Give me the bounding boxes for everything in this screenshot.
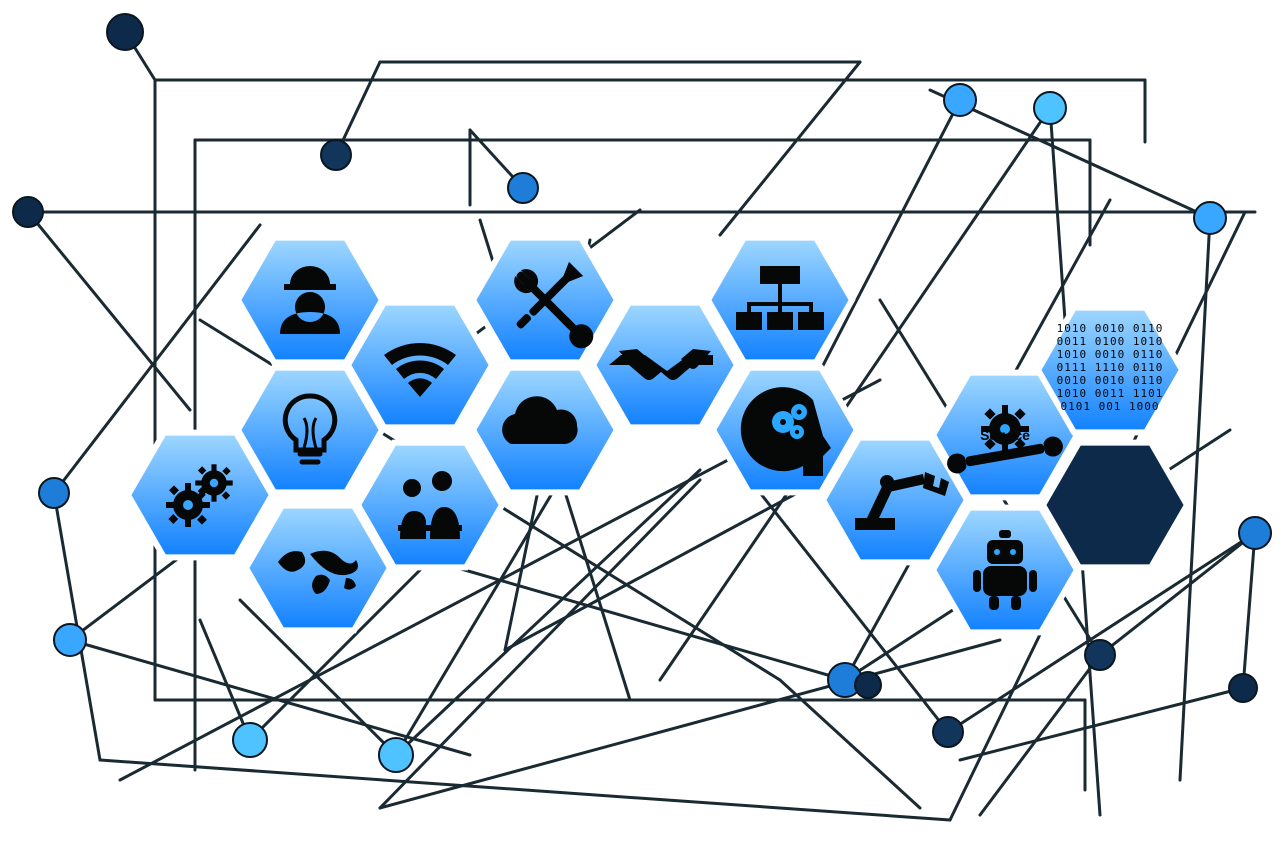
network-node: [1085, 640, 1115, 670]
service-label: Service: [980, 427, 1030, 443]
industry-network-diagram: Service1010 0010 01100011 0100 10101010 …: [0, 0, 1280, 853]
binary-line: 1010 0010 0110: [1057, 322, 1164, 335]
network-node: [933, 717, 963, 747]
hexagon-orgchart: [708, 238, 852, 363]
binary-icon: 1010 0010 01100011 0100 10101010 0010 01…: [1057, 322, 1164, 413]
network-edge: [28, 212, 190, 410]
binary-line: 0011 0100 1010: [1057, 335, 1164, 348]
hexagon-cluster: Service1010 0010 01100011 0100 10101010 …: [128, 238, 1187, 633]
network-edge: [70, 640, 470, 755]
network-node: [321, 140, 351, 170]
binary-line: 0010 0010 0110: [1057, 374, 1164, 387]
network-node: [54, 624, 86, 656]
network-node: [39, 478, 69, 508]
network-edge: [720, 62, 860, 235]
binary-line: 1010 0011 1101: [1057, 387, 1164, 400]
network-node: [107, 14, 143, 50]
network-edge: [380, 640, 1000, 808]
network-node: [13, 197, 43, 227]
network-node: [1229, 674, 1257, 702]
binary-line: 0111 1110 0110: [1057, 361, 1164, 374]
hexagon-handshake: [593, 303, 737, 428]
network-node: [508, 173, 538, 203]
network-edge: [980, 655, 1100, 815]
network-node: [944, 84, 976, 116]
network-node: [233, 723, 267, 757]
network-edge: [1243, 533, 1255, 688]
hexagon-cloud: [473, 368, 617, 493]
hexagon-tools: [473, 238, 617, 363]
network-node: [1034, 92, 1066, 124]
binary-line: 1010 0010 0110: [1057, 348, 1164, 361]
network-node: [1194, 202, 1226, 234]
binary-line: 0101 001 1000: [1060, 400, 1159, 413]
network-node: [1239, 517, 1271, 549]
network-node: [855, 672, 881, 698]
network-node: [379, 738, 413, 772]
